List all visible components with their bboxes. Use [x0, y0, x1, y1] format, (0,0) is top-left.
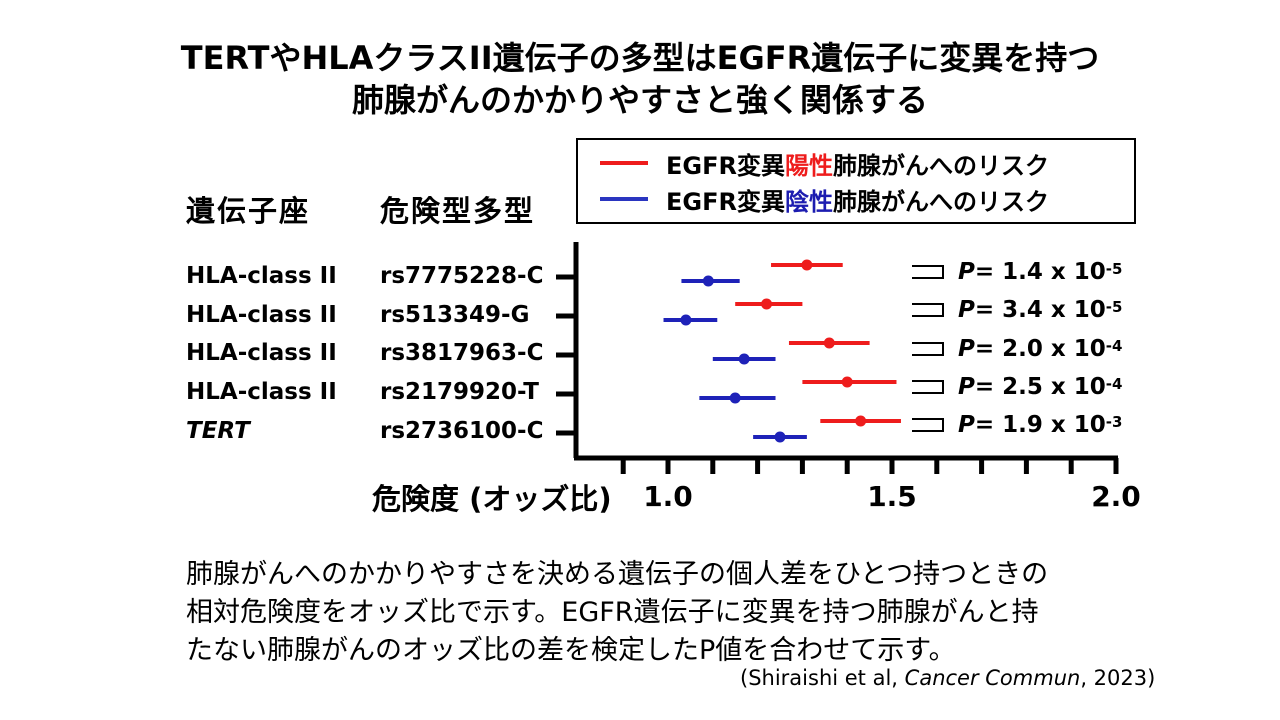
p-value-exponent: -5 [1105, 298, 1123, 316]
row-locus-2: HLA-class II [186, 302, 337, 328]
p-value-text: = 3.4 x 10 [974, 297, 1106, 323]
bracket-icon [912, 418, 944, 432]
row-locus-3: HLA-class II [186, 340, 337, 366]
legend-label-negative-prefix: EGFR変異 [666, 187, 785, 216]
p-value-exponent: -3 [1105, 413, 1123, 431]
p-symbol: P [958, 336, 975, 362]
or-point-positive-4 [841, 376, 853, 388]
p-symbol: P [958, 412, 975, 438]
caption-line-3: たない肺腺がんのオッズ比の差を検定したP値を合わせて示す。 [186, 635, 956, 666]
or-point-negative-5 [774, 431, 786, 443]
p-value-1: P = 1.4 x 10 -5 [912, 257, 1122, 287]
p-symbol: P [958, 259, 975, 285]
row-allele-1: rs7775228-C [380, 263, 544, 289]
citation-prefix: (Shiraishi et al, [740, 666, 905, 690]
or-point-positive-3 [823, 337, 835, 349]
x-tick-label: 2.0 [1091, 480, 1141, 513]
p-value-2: P = 3.4 x 10 -5 [912, 295, 1122, 325]
or-point-negative-2 [680, 314, 692, 326]
x-tick-label: 1.5 [867, 480, 917, 513]
p-symbol: P [958, 374, 975, 400]
p-value-exponent: -4 [1105, 337, 1123, 355]
p-value-text: = 1.9 x 10 [974, 412, 1106, 438]
row-locus-5: TERT [186, 418, 250, 444]
column-header-allele: 危険型多型 [380, 194, 536, 228]
or-point-positive-2 [761, 298, 773, 310]
legend-item-positive: EGFR変異 陽性 肺腺がんへのリスク [600, 146, 1049, 180]
legend-swatch-positive [600, 161, 648, 165]
legend-label-positive-highlight: 陽性 [784, 151, 833, 180]
or-point-negative-4 [729, 392, 741, 404]
title-line-2: 肺腺がんのかかりやすさと強く関係する [351, 81, 928, 119]
or-point-positive-1 [801, 259, 813, 271]
row-allele-5: rs2736100-C [380, 418, 544, 444]
p-value-text: = 1.4 x 10 [974, 259, 1106, 285]
x-axis-label: 危険度 (オッズ比) [372, 482, 612, 516]
bracket-icon [912, 303, 944, 317]
x-tick-label: 1.0 [643, 480, 693, 513]
caption-line-2: 相対危険度をオッズ比で示す。EGFR遺伝子に変異を持つ肺腺がんと持 [186, 597, 1039, 628]
or-point-negative-3 [738, 353, 750, 365]
p-value-4: P = 2.5 x 10 -4 [912, 372, 1122, 402]
row-allele-3: rs3817963-C [380, 340, 544, 366]
or-point-positive-5 [855, 415, 867, 427]
legend-label-negative-suffix: 肺腺がんへのリスク [832, 187, 1049, 216]
bracket-icon [912, 380, 944, 394]
row-locus-4: HLA-class II [186, 379, 337, 405]
citation-suffix: , 2023) [1080, 666, 1156, 690]
bracket-icon [912, 342, 944, 356]
forest-plot: 1.0 1.5 2.0 [556, 242, 1141, 513]
row-locus-1: HLA-class II [186, 263, 337, 289]
p-value-5: P = 1.9 x 10 -3 [912, 410, 1122, 440]
legend-label-negative-highlight: 陰性 [784, 187, 833, 216]
or-point-negative-1 [702, 275, 714, 287]
bracket-icon [912, 265, 944, 279]
column-header-locus: 遺伝子座 [186, 194, 311, 228]
caption-line-1: 肺腺がんへのかかりやすさを決める遺伝子の個人差をひとつ持つときの [186, 559, 1049, 590]
row-allele-4: rs2179920-T [380, 379, 539, 405]
p-value-exponent: -4 [1105, 375, 1123, 393]
legend-item-negative: EGFR変異 陰性 肺腺がんへのリスク [600, 182, 1049, 216]
legend-label-positive-prefix: EGFR変異 [666, 151, 785, 180]
citation: (Shiraishi et al, Cancer Commun, 2023) [740, 666, 1155, 690]
p-value-3: P = 2.0 x 10 -4 [912, 334, 1122, 364]
legend-swatch-negative [600, 197, 648, 201]
citation-journal: Cancer Commun [904, 666, 1081, 690]
row-allele-2: rs513349-G [380, 302, 530, 328]
p-value-text: = 2.0 x 10 [974, 336, 1106, 362]
p-symbol: P [958, 297, 975, 323]
p-value-text: = 2.5 x 10 [974, 374, 1106, 400]
title-line-1: TERTやHLAクラスII遺伝子の多型はEGFR遺伝子に変異を持つ [180, 39, 1100, 77]
chart-legend: EGFR変異 陽性 肺腺がんへのリスク EGFR変異 陰性 肺腺がんへのリスク [576, 138, 1136, 224]
p-value-exponent: -5 [1105, 260, 1123, 278]
legend-label-positive-suffix: 肺腺がんへのリスク [832, 151, 1049, 180]
